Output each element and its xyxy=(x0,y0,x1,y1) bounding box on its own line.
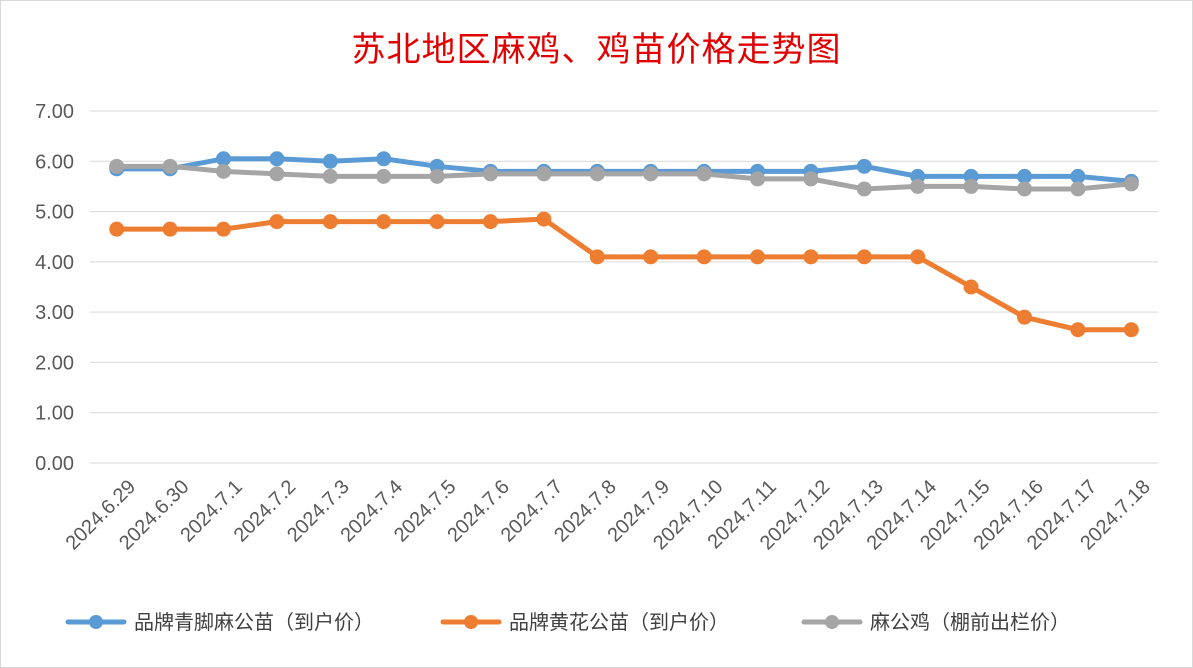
data-point xyxy=(536,211,552,227)
y-tick-label: 4.00 xyxy=(35,252,74,274)
data-point xyxy=(216,163,231,179)
legend-marker xyxy=(825,615,839,629)
data-point xyxy=(269,214,285,230)
data-point xyxy=(1123,176,1139,192)
data-point xyxy=(216,151,231,167)
y-tick-label: 0.00 xyxy=(35,453,74,475)
data-point xyxy=(803,249,819,265)
data-point xyxy=(910,178,926,194)
y-tick-label: 6.00 xyxy=(35,151,74,173)
data-point xyxy=(1070,181,1086,197)
series-3 xyxy=(109,158,1139,197)
y-tick-label: 5.00 xyxy=(35,202,74,224)
x-axis-ticks: 2024.6.292024.6.302024.7.12024.7.22024.7… xyxy=(62,476,1155,554)
series-line xyxy=(114,156,1134,184)
data-point xyxy=(750,171,765,187)
data-point xyxy=(109,158,125,174)
data-point xyxy=(483,214,498,230)
data-point xyxy=(803,171,819,187)
data-point xyxy=(963,279,979,295)
data-point xyxy=(322,153,338,169)
data-point xyxy=(963,178,979,194)
data-point xyxy=(429,168,445,184)
legend-entry: 品牌青脚麻公苗（到户价） xyxy=(65,610,374,634)
data-point xyxy=(589,249,605,265)
data-point xyxy=(750,249,765,265)
chart-title: 苏北地区麻鸡、鸡苗价格走势图 xyxy=(351,30,842,70)
data-point xyxy=(1070,322,1086,338)
data-point xyxy=(696,249,712,265)
data-point xyxy=(643,249,659,265)
y-axis-ticks: 0.00 1.00 2.00 3.00 4.00 5.00 6.00 7.00 xyxy=(35,101,74,475)
legend-label: 麻公鸡（棚前出栏价） xyxy=(870,610,1070,634)
data-point xyxy=(162,158,178,174)
data-point xyxy=(536,166,552,182)
y-tick-label: 3.00 xyxy=(35,302,74,324)
data-point xyxy=(322,214,338,230)
data-point xyxy=(1017,168,1032,184)
data-point xyxy=(643,166,659,182)
series-lines xyxy=(109,151,1139,338)
data-point xyxy=(376,214,392,230)
data-point xyxy=(162,221,178,237)
y-tick-label: 2.00 xyxy=(35,352,74,374)
data-point xyxy=(216,221,231,237)
data-point xyxy=(856,181,872,197)
series-line xyxy=(114,216,1134,333)
data-point xyxy=(1123,322,1139,338)
series-1 xyxy=(109,151,1139,189)
data-point xyxy=(376,168,392,184)
data-point xyxy=(856,249,872,265)
series-2 xyxy=(109,211,1139,338)
data-point xyxy=(1070,168,1086,184)
legend-label: 品牌青脚麻公苗（到户价） xyxy=(134,610,374,634)
data-point xyxy=(589,166,605,182)
y-tick-label: 7.00 xyxy=(35,101,74,123)
legend-entry: 品牌黄花公苗（到户价） xyxy=(440,610,729,634)
data-point xyxy=(483,166,498,182)
legend: 品牌青脚麻公苗（到户价） 品牌黄花公苗（到户价） 麻公鸡（棚前出栏价） xyxy=(65,610,1070,634)
gridlines xyxy=(90,110,1158,464)
data-point xyxy=(109,221,125,237)
data-point xyxy=(269,166,285,182)
data-point xyxy=(910,249,926,265)
data-point xyxy=(322,168,338,184)
data-point xyxy=(856,158,872,174)
data-point xyxy=(1017,309,1032,325)
data-point xyxy=(376,151,392,167)
y-tick-label: 1.00 xyxy=(35,403,74,425)
data-point xyxy=(269,151,285,167)
series-line xyxy=(114,163,1134,192)
legend-entry: 麻公鸡（棚前出栏价） xyxy=(801,610,1070,634)
legend-label: 品牌黄花公苗（到户价） xyxy=(509,610,729,634)
data-point xyxy=(1017,181,1032,197)
data-point xyxy=(696,166,712,182)
legend-marker xyxy=(464,615,478,629)
legend-marker xyxy=(89,615,103,629)
data-point xyxy=(429,214,445,230)
